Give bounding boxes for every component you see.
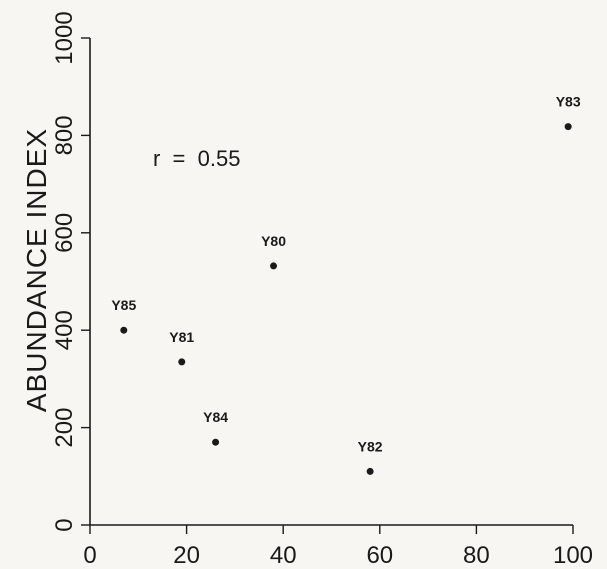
- chart-axes: [89, 38, 573, 526]
- correlation-annotation: r = 0.55: [153, 146, 240, 171]
- data-point-label: Y84: [203, 409, 228, 425]
- y-tick-label: 0: [51, 518, 78, 531]
- y-tick-label: 600: [51, 213, 78, 253]
- data-point-label: Y81: [169, 329, 194, 345]
- x-tick-label: 0: [83, 542, 96, 569]
- data-point-label: Y80: [261, 233, 286, 249]
- x-tick-label: 20: [173, 542, 200, 569]
- data-point-label: Y82: [358, 438, 383, 454]
- y-tick-label: 1000: [51, 11, 78, 64]
- data-point: [270, 262, 278, 270]
- data-point-label: Y83: [556, 94, 581, 110]
- y-tick-label: 200: [51, 408, 78, 448]
- data-point: [178, 358, 186, 366]
- y-axis-title: ABUNDANCE INDEX: [21, 128, 52, 412]
- data-point: [564, 123, 572, 131]
- x-tick-label: 100: [553, 542, 593, 569]
- y-tick-label: 800: [51, 115, 78, 155]
- y-tick-label: 400: [51, 310, 78, 350]
- data-point: [366, 467, 374, 475]
- data-point: [120, 326, 128, 334]
- x-axis-ticks: 0 20 40 60 80 100: [83, 525, 593, 569]
- x-tick-label: 40: [270, 542, 297, 569]
- data-points: Y85 Y81 Y84 Y80 Y82 Y83: [111, 94, 581, 475]
- x-tick-label: 80: [463, 542, 490, 569]
- data-point: [212, 438, 220, 446]
- x-tick-label: 60: [366, 542, 393, 569]
- data-point-label: Y85: [111, 297, 136, 313]
- y-axis-ticks: 0 200 400 600 800 1000: [51, 11, 90, 532]
